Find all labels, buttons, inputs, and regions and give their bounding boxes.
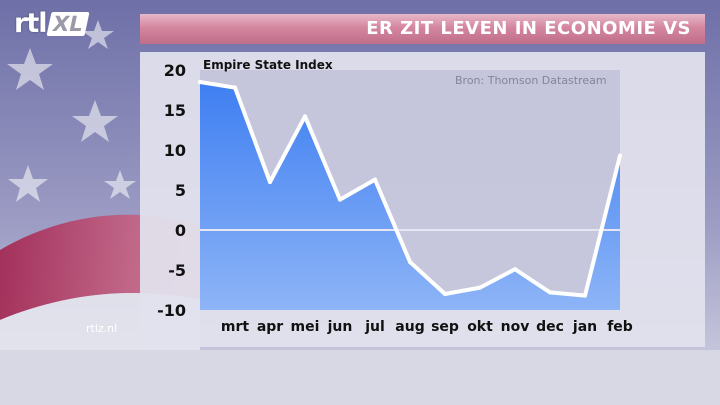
x-tick-label: apr bbox=[257, 319, 283, 335]
x-tick-label: sep bbox=[431, 319, 459, 335]
x-tick-label: mei bbox=[291, 319, 320, 335]
y-tick-label: 0 bbox=[175, 221, 186, 240]
data-point bbox=[233, 85, 237, 90]
x-tick-label: feb bbox=[607, 319, 633, 335]
source-label: Bron: Thomson Datastream bbox=[455, 74, 607, 87]
x-tick-label: okt bbox=[467, 319, 493, 335]
y-tick-label: -10 bbox=[157, 301, 186, 320]
data-point bbox=[618, 153, 622, 158]
data-point bbox=[583, 293, 587, 298]
headline-bar: ER ZIT LEVEN IN ECONOMIE VS bbox=[140, 14, 705, 44]
x-tick-label: aug bbox=[395, 319, 424, 335]
data-point bbox=[268, 180, 272, 184]
data-point bbox=[513, 267, 517, 272]
channel-logo: rtl XL bbox=[14, 8, 90, 40]
y-tick-label: 15 bbox=[164, 101, 186, 120]
website-label: rtlz.nl bbox=[86, 322, 118, 335]
y-tick-label: 10 bbox=[164, 141, 186, 160]
y-tick-label: -5 bbox=[168, 261, 186, 280]
y-tick-label: 5 bbox=[175, 181, 186, 200]
data-point bbox=[443, 292, 447, 296]
series-area bbox=[200, 82, 620, 310]
data-point bbox=[373, 177, 377, 182]
x-tick-label: dec bbox=[536, 319, 564, 335]
data-point bbox=[548, 290, 552, 295]
x-tick-label: jul bbox=[364, 319, 385, 335]
data-point bbox=[198, 80, 202, 84]
logo-rtl-text: rtl bbox=[14, 8, 47, 39]
x-tick-label: jun bbox=[327, 319, 353, 335]
chart-title: Empire State Index bbox=[203, 58, 333, 72]
data-point bbox=[478, 285, 482, 290]
y-tick-label: 20 bbox=[164, 61, 186, 80]
x-tick-label: jan bbox=[572, 319, 597, 335]
headline-text: ER ZIT LEVEN IN ECONOMIE VS bbox=[366, 18, 691, 39]
data-point bbox=[303, 114, 307, 119]
data-point bbox=[408, 260, 412, 264]
x-tick-label: nov bbox=[501, 319, 530, 335]
x-tick-label: mrt bbox=[221, 319, 249, 335]
data-point bbox=[338, 197, 342, 202]
